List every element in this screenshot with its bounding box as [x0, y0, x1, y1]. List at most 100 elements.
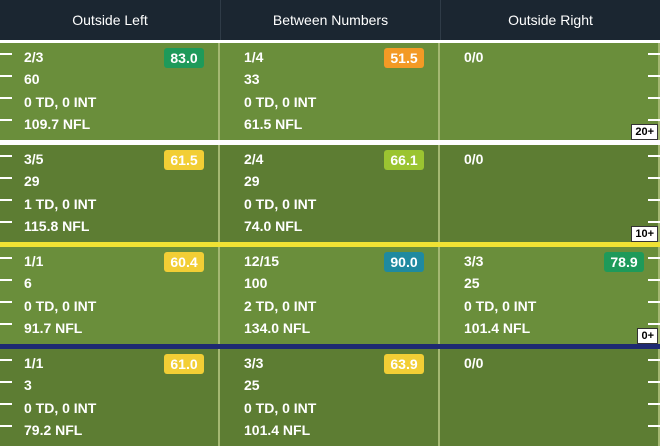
yard-line-divider: [0, 242, 660, 247]
zone-cell[interactable]: 3/3 25 0 TD, 0 INT 101.4 NFL 63.9: [220, 349, 440, 446]
completions-attempts-text: 0/0: [464, 49, 484, 65]
td-int-text: 0 TD, 0 INT: [244, 400, 317, 416]
zone-cell[interactable]: 0/0: [440, 43, 660, 140]
yards-text: 29: [24, 173, 40, 189]
yard-marker: 0+: [637, 328, 658, 344]
td-int-text: 0 TD, 0 INT: [464, 298, 537, 314]
hash-mark: [0, 221, 12, 223]
yards-text: 60: [24, 71, 40, 87]
hash-mark: [648, 301, 660, 303]
hash-mark: [648, 119, 660, 121]
completions-attempts-text: 2/4: [244, 151, 264, 167]
hash-marks: [648, 247, 660, 344]
nfl-rating-text: 79.2 NFL: [24, 422, 83, 438]
zone-cell[interactable]: 1/4 33 0 TD, 0 INT 61.5 NFL 51.5: [220, 43, 440, 140]
hash-mark: [648, 75, 660, 77]
completions-attempts-text: 3/3: [464, 253, 484, 269]
grade-badge: 90.0: [384, 252, 424, 272]
hash-marks: [0, 247, 12, 344]
hash-mark: [648, 199, 660, 201]
yards-text: 6: [24, 275, 32, 291]
grade-badge: 78.9: [604, 252, 644, 272]
hash-marks: [648, 145, 660, 242]
yards-text: 33: [244, 71, 260, 87]
grade-badge: 66.1: [384, 150, 424, 170]
hash-mark: [648, 257, 660, 259]
grade-badge: 60.4: [164, 252, 204, 272]
hash-mark: [648, 381, 660, 383]
grade-badge: 61.0: [164, 354, 204, 374]
yard-line-divider: [0, 140, 660, 145]
hash-mark: [0, 53, 12, 55]
yards-text: 29: [244, 173, 260, 189]
td-int-text: 2 TD, 0 INT: [244, 298, 317, 314]
completions-attempts-text: 12/15: [244, 253, 280, 269]
yard-marker: 20+: [631, 124, 658, 140]
column-header-between-numbers[interactable]: Between Numbers: [220, 0, 440, 40]
hash-mark: [0, 97, 12, 99]
hash-marks: [0, 145, 12, 242]
hash-mark: [648, 359, 660, 361]
yard-marker: 10+: [631, 226, 658, 242]
yards-text: 3: [24, 377, 32, 393]
hash-mark: [0, 177, 12, 179]
completions-attempts-text: 0/0: [464, 355, 484, 371]
td-int-text: 0 TD, 0 INT: [244, 94, 317, 110]
completions-attempts-text: 1/4: [244, 49, 264, 65]
zone-cell[interactable]: 1/1 6 0 TD, 0 INT 91.7 NFL 60.4: [0, 247, 220, 344]
nfl-rating-text: 134.0 NFL: [244, 320, 311, 336]
nfl-rating-text: 74.0 NFL: [244, 218, 303, 234]
hash-marks: [648, 349, 660, 446]
hash-mark: [0, 75, 12, 77]
hash-mark: [648, 221, 660, 223]
hash-mark: [0, 381, 12, 383]
yards-text: 25: [464, 275, 480, 291]
td-int-text: 0 TD, 0 INT: [24, 400, 97, 416]
hash-mark: [648, 425, 660, 427]
hash-marks: [648, 43, 660, 140]
nfl-rating-text: 109.7 NFL: [24, 116, 91, 132]
grade-badge: 61.5: [164, 150, 204, 170]
completions-attempts-text: 1/1: [24, 355, 44, 371]
column-header-outside-right[interactable]: Outside Right: [440, 0, 660, 40]
hash-mark: [0, 119, 12, 121]
zone-cell[interactable]: 3/3 25 0 TD, 0 INT 101.4 NFL 78.9: [440, 247, 660, 344]
hash-mark: [648, 323, 660, 325]
zone-cell[interactable]: 3/5 29 1 TD, 0 INT 115.8 NFL 61.5: [0, 145, 220, 242]
depth-row: 1/1 3 0 TD, 0 INT 79.2 NFL 61.0 3/3 25 0 TD, 0 …: [0, 349, 660, 446]
nfl-rating-text: 101.4 NFL: [464, 320, 531, 336]
hash-marks: [0, 43, 12, 140]
hash-marks: [0, 349, 12, 446]
completions-attempts-text: 2/3: [24, 49, 44, 65]
hash-mark: [648, 53, 660, 55]
grade-badge: 51.5: [384, 48, 424, 68]
hash-mark: [0, 301, 12, 303]
td-int-text: 0 TD, 0 INT: [24, 298, 97, 314]
depth-row: 3/5 29 1 TD, 0 INT 115.8 NFL 61.5 2/4 29 0 TD, …: [0, 145, 660, 242]
nfl-rating-text: 61.5 NFL: [244, 116, 303, 132]
zone-cell[interactable]: 12/15 100 2 TD, 0 INT 134.0 NFL 90.0: [220, 247, 440, 344]
depth-row: 1/1 6 0 TD, 0 INT 91.7 NFL 60.4 12/15 100 2 TD,…: [0, 247, 660, 344]
zone-cell[interactable]: 2/4 29 0 TD, 0 INT 74.0 NFL 66.1: [220, 145, 440, 242]
completions-attempts-text: 0/0: [464, 151, 484, 167]
zone-cell[interactable]: 1/1 3 0 TD, 0 INT 79.2 NFL 61.0: [0, 349, 220, 446]
zone-cell[interactable]: 0/0: [440, 145, 660, 242]
hash-mark: [648, 155, 660, 157]
hash-mark: [0, 279, 12, 281]
grade-badge: 63.9: [384, 354, 424, 374]
hash-mark: [0, 403, 12, 405]
nfl-rating-text: 115.8 NFL: [24, 218, 90, 234]
yard-line-divider: [0, 40, 660, 43]
completions-attempts-text: 3/3: [244, 355, 264, 371]
completions-attempts-text: 1/1: [24, 253, 44, 269]
grade-badge: 83.0: [164, 48, 204, 68]
hash-mark: [648, 279, 660, 281]
zone-cell[interactable]: 0/0: [440, 349, 660, 446]
zone-cell[interactable]: 2/3 60 0 TD, 0 INT 109.7 NFL 83.0: [0, 43, 220, 140]
hash-mark: [0, 425, 12, 427]
yard-line-divider: [0, 344, 660, 349]
column-header-outside-left[interactable]: Outside Left: [72, 12, 148, 28]
td-int-text: 1 TD, 0 INT: [24, 196, 97, 212]
td-int-text: 0 TD, 0 INT: [244, 196, 317, 212]
completions-attempts-text: 3/5: [24, 151, 44, 167]
